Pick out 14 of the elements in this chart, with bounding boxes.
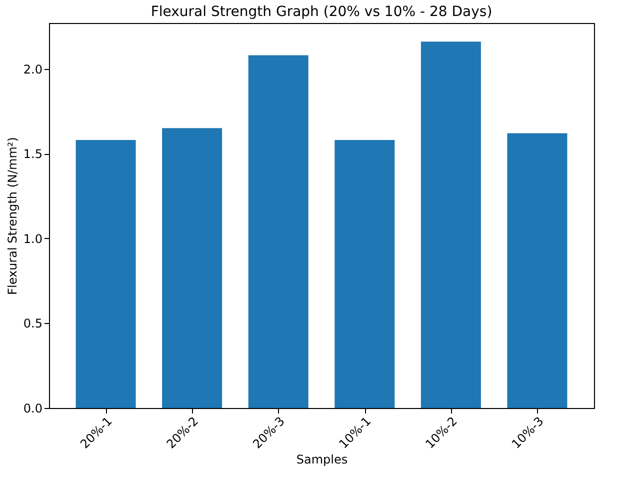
bar bbox=[76, 140, 136, 408]
y-tick-label: 0.0 bbox=[23, 402, 42, 416]
y-tick-label: 0.5 bbox=[23, 316, 42, 331]
bar bbox=[162, 128, 222, 408]
bar bbox=[420, 42, 481, 408]
x-axis-title: Samples bbox=[296, 452, 348, 467]
chart-title: Flexural Strength Graph (20% vs 10% - 28 Days) bbox=[150, 4, 492, 20]
y-axis-title: Flexural Strength (N/mm²) bbox=[5, 137, 20, 295]
y-tick-label: 2.0 bbox=[23, 62, 42, 76]
y-tick-label: 1.0 bbox=[23, 232, 42, 246]
bar bbox=[248, 55, 308, 408]
bar bbox=[334, 140, 395, 408]
bar bbox=[507, 133, 568, 408]
y-tick-label: 1.5 bbox=[23, 147, 42, 162]
